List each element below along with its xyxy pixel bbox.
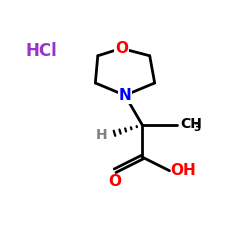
Text: OH: OH	[171, 163, 196, 178]
Text: HCl: HCl	[25, 42, 57, 60]
Text: CH: CH	[181, 117, 203, 131]
Text: O: O	[108, 174, 122, 190]
Text: H: H	[96, 128, 108, 142]
Text: N: N	[119, 88, 132, 103]
Text: O: O	[115, 41, 128, 56]
Text: 3: 3	[194, 124, 201, 134]
